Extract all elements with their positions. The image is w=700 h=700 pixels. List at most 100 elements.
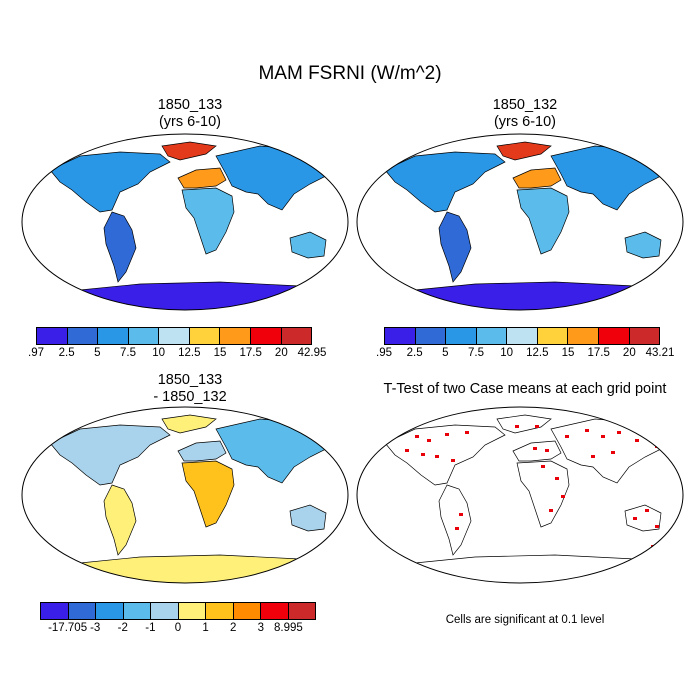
colorbar-difference-labels: -17.705 -3 -2 -1 0 1 2 3 8.995: [40, 622, 316, 636]
colorbar-label: 15: [561, 347, 575, 359]
colorbar-label: 1: [202, 622, 209, 634]
significant-cell: [655, 525, 659, 528]
map-difference: [21, 406, 349, 584]
colorbar-label: 10: [152, 347, 166, 359]
significant-cell: [555, 477, 559, 480]
significant-cell: [541, 465, 545, 468]
colorbar-cell: [220, 328, 251, 344]
significant-cell: [565, 435, 569, 438]
significant-cell: [601, 435, 605, 438]
colorbar-label: 7.5: [468, 347, 484, 359]
colorbar-cell: [189, 328, 221, 344]
colorbar-label: 2: [229, 622, 237, 634]
continent: [512, 440, 562, 462]
colorbar-cell: [233, 603, 261, 619]
significant-cell: [435, 455, 439, 458]
colorbar-label: 3: [257, 622, 264, 634]
continent: [103, 484, 137, 556]
colorbar-1850-132: [384, 327, 660, 345]
continent: [438, 484, 472, 556]
continent: [624, 504, 662, 532]
colorbar-label: 5: [94, 347, 101, 359]
significant-cell: [591, 455, 595, 458]
colorbar-label: 8.995: [274, 622, 303, 634]
colorbar-1850-133: [36, 327, 312, 345]
significant-cell: [611, 451, 615, 454]
significant-cell: [415, 435, 419, 438]
panel-title-4-line1: T-Test of two Case means at each grid po…: [383, 381, 667, 397]
colorbar-cell: [151, 603, 179, 619]
colorbar-label: 10: [500, 347, 514, 359]
colorbar-label: 43.21: [645, 347, 675, 359]
panel-title-4: T-Test of two Case means at each grid po…: [345, 381, 700, 398]
significant-cell: [445, 433, 449, 436]
colorbar-label: 17.5: [587, 347, 610, 359]
continent: [177, 167, 227, 189]
colorbar-cell: [568, 328, 599, 344]
colorbar-cell: [123, 603, 151, 619]
map-ttest: [356, 406, 684, 584]
colorbar-label: 20: [274, 347, 288, 359]
colorbar-cell: [41, 603, 69, 619]
significant-cell: [645, 509, 649, 512]
continent: [289, 231, 327, 259]
continent: [161, 414, 217, 434]
significant-cell: [405, 449, 409, 452]
panel-title-2-line1: 1850_132: [492, 97, 558, 113]
colorbar-label: -3: [90, 622, 101, 634]
continent: [177, 440, 227, 462]
panel-title-2: 1850_132 (yrs 6-10): [365, 97, 685, 131]
colorbar-difference: [40, 602, 316, 620]
continent: [49, 424, 171, 486]
map-1850-132: [356, 133, 684, 311]
continent: [516, 187, 570, 255]
colorbar-cell: [159, 328, 190, 344]
colorbar-label: -1: [145, 622, 156, 634]
colorbar-label: .95: [376, 347, 392, 359]
continent: [161, 141, 217, 161]
continent: [289, 504, 327, 532]
colorbar-cell: [128, 328, 160, 344]
significant-cell: [535, 425, 539, 428]
continent: [103, 211, 137, 283]
colorbar-label: -2: [117, 622, 128, 634]
significant-cell: [451, 459, 455, 462]
colorbar-cell: [598, 328, 630, 344]
continent: [181, 187, 235, 255]
colorbar-cell: [288, 603, 315, 619]
continent: [49, 151, 171, 213]
continent: [496, 414, 552, 434]
panel-title-3: 1850_133 - 1850_132: [30, 372, 350, 406]
colorbar-cell: [96, 603, 124, 619]
colorbar-1850-132-labels: .95 2.5 5 7.5 10 12.5 15 17.5 20 43.21: [376, 347, 674, 361]
page-title: MAM FSRNI (W/m^2): [258, 63, 442, 84]
colorbar-cell: [67, 328, 99, 344]
significant-cell: [427, 439, 431, 442]
colorbar-cell: [37, 328, 68, 344]
colorbar-cell: [507, 328, 538, 344]
colorbar-cell: [206, 603, 234, 619]
colorbar-label: 7.5: [120, 347, 136, 359]
continent: [181, 460, 235, 528]
colorbar-cell: [178, 603, 206, 619]
colorbar-label: -17.705: [48, 622, 88, 634]
panel-title-1: 1850_133 (yrs 6-10): [30, 97, 350, 131]
significant-cell: [545, 449, 549, 452]
colorbar-cell: [476, 328, 508, 344]
colorbar-label: 15: [213, 347, 227, 359]
colorbar-label: 2.5: [406, 347, 423, 359]
significant-cell: [635, 439, 639, 442]
continent: [384, 151, 506, 213]
colorbar-cell: [261, 603, 289, 619]
colorbar-cell: [537, 328, 569, 344]
significant-cell: [515, 425, 519, 428]
significant-cell: [585, 429, 589, 432]
significant-cell: [633, 517, 637, 520]
colorbar-label: 17.5: [239, 347, 262, 359]
continent: [438, 211, 472, 283]
map-border: [356, 406, 684, 584]
significant-cell: [455, 527, 459, 530]
continent: [624, 231, 662, 259]
colorbar-cell: [629, 328, 660, 344]
colorbar-label: 12.5: [178, 347, 201, 359]
